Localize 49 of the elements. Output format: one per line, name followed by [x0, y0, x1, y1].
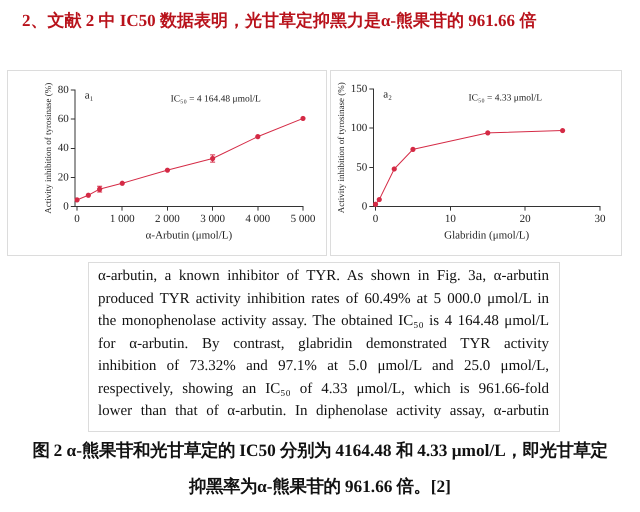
text: inhibition of 73.32% and 97.1% at 5.0 μmol/L and 25.0 μmol/L,: [98, 357, 549, 376]
annotation: a₂: [383, 88, 392, 100]
point: [485, 130, 490, 136]
point: [560, 128, 566, 134]
point: [372, 202, 378, 207]
y-tick-label: 100: [350, 122, 368, 134]
x-tick-label: 20: [520, 213, 532, 226]
x-tick-label: 3 000: [200, 213, 226, 226]
y-axis-title: Activity inhibition of tyrosinase (%): [336, 82, 346, 214]
x-axis-title: α-Arbutin (μmol/L): [146, 229, 232, 242]
point: [74, 197, 80, 202]
y-tick-label: 50: [356, 161, 368, 174]
x-tick-label: 5 000: [290, 213, 316, 226]
point: [164, 168, 170, 173]
text: produced TYR activity inhibition rates of 60.49% at 5 000.0 μmol/L in: [98, 290, 549, 308]
point: [410, 146, 416, 152]
annotation: a₁: [84, 89, 94, 102]
y-tick-label: 80: [58, 84, 70, 96]
text: respectively, showing an IC₅₀ of 4.33 μmol/L, which is 961.66-fold: [98, 380, 549, 398]
y-tick-label: 150: [350, 82, 368, 95]
point: [392, 166, 397, 172]
point: [120, 180, 125, 186]
x-tick-label: 0: [372, 213, 379, 226]
text: 抑黑率为α-熊果苷的 961.66 倍。[2]: [188, 476, 452, 498]
annotation: IC₅₀ = 4 164.48 μmol/L: [170, 94, 262, 104]
x-tick-label: 1 000: [110, 213, 136, 226]
text: lower than that of α-arbutin. In diphenolase activity assay, α-arbutin: [98, 402, 549, 421]
y-tick-label: 40: [58, 142, 70, 154]
text: α-arbutin, a known inhibitor of TYR. As shown in Fig. 3a, α-arbutin: [98, 267, 549, 286]
text: for α-arbutin. By contrast, glabridin demonstrated TYR activity: [98, 334, 549, 354]
x-tick-label: 4 000: [245, 213, 271, 226]
point: [300, 116, 306, 122]
y-tick-label: 60: [58, 113, 70, 126]
x-axis-title: Glabridin (μmol/L): [444, 229, 530, 242]
text: 2、文献 2 中 IC50 数据表明，光甘草定抑黑力是α-熊果苷的 961.66 倍: [22, 10, 536, 32]
y-axis-title: Activity inhibition of tyrosinase (%): [42, 82, 53, 214]
x-tick-label: 10: [444, 213, 456, 226]
point: [376, 196, 382, 202]
y-tick-label: 0: [362, 200, 368, 212]
x-tick-label: 30: [594, 213, 606, 226]
x-tick-label: 0: [74, 213, 80, 226]
point: [255, 134, 260, 140]
caption: 图 2 α-熊果苷和光甘草定的 IC50 分别为 4164.48 和 4.33 μmol/L，即光甘草定: [31, 440, 609, 462]
annotation: IC₅₀ = 4.33 μmol/L: [468, 93, 542, 104]
x-tick-label: 2 000: [155, 213, 180, 226]
text: the monophenolase activity assay. The obtained IC₅₀ is 4 164.48 μmol/L: [98, 312, 549, 331]
y-tick-label: 0: [63, 200, 70, 212]
point: [86, 192, 91, 198]
y-tick-label: 20: [58, 171, 70, 184]
